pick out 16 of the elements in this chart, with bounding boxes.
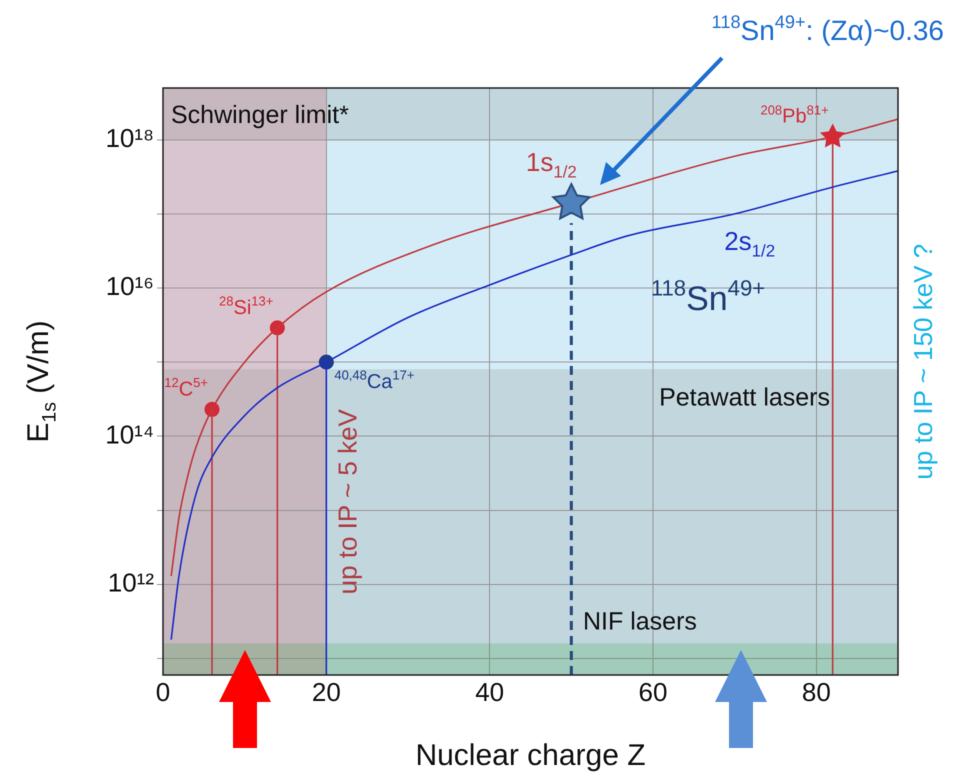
x-tick-label: 60 <box>638 676 668 707</box>
x-axis-title: Nuclear charge Z <box>415 739 646 772</box>
band-label: Schwinger limit* <box>171 100 350 129</box>
x-tick-label: 20 <box>312 676 341 707</box>
y-axis-title: E1s (V/m) <box>22 320 60 443</box>
band-label: Petawatt lasers <box>659 383 830 412</box>
band-label: NIF lasers <box>583 607 697 636</box>
band-label: up to IP ~ 5 keV <box>332 408 362 594</box>
x-tick-label: 80 <box>802 676 831 707</box>
x-tick-label: 0 <box>156 676 170 707</box>
band-label: up to IP ~ 150 keV ? <box>908 244 938 480</box>
y-tick-label: 10¹⁸ <box>105 122 154 153</box>
y-tick-label: 10¹⁶ <box>106 271 154 302</box>
x-tick-label: 40 <box>475 676 504 707</box>
y-tick-label: 10¹² <box>108 568 154 598</box>
y-tick-label: 10¹⁴ <box>105 419 154 450</box>
